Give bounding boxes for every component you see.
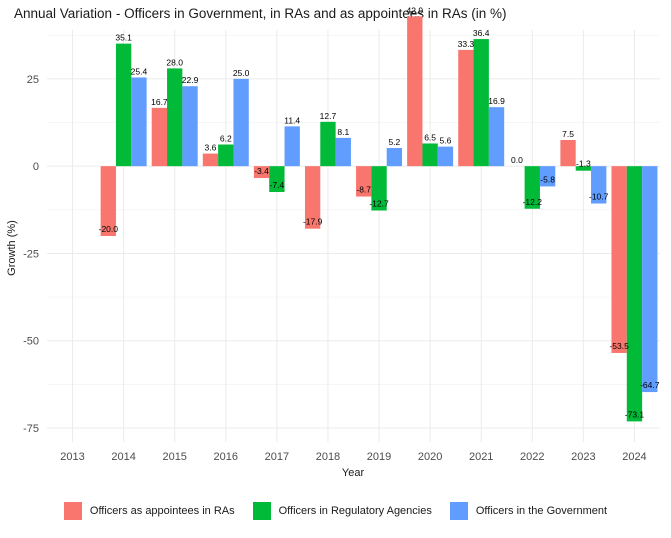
bar bbox=[591, 166, 607, 204]
bar bbox=[539, 166, 556, 187]
data-label: 25.4 bbox=[131, 66, 148, 76]
x-tick-label: 2022 bbox=[520, 451, 544, 463]
legend: Officers as appointees in RAs Officers in… bbox=[0, 498, 671, 524]
x-tick-label: 2020 bbox=[418, 451, 442, 463]
bar bbox=[100, 166, 116, 236]
data-label: 16.9 bbox=[488, 96, 505, 106]
data-label: 36.4 bbox=[473, 28, 490, 38]
bar bbox=[253, 166, 270, 179]
bar bbox=[422, 143, 438, 167]
data-label: -8.7 bbox=[356, 185, 371, 195]
y-axis-title: Growth (%) bbox=[6, 220, 18, 276]
bar bbox=[371, 166, 387, 211]
data-label: -3.4 bbox=[254, 166, 269, 176]
data-label: 28.0 bbox=[166, 57, 183, 67]
data-label: 5.6 bbox=[440, 136, 452, 146]
data-label: -64.7 bbox=[640, 380, 660, 390]
bar bbox=[151, 107, 168, 167]
legend-label: Officers in Regulatory Agencies bbox=[278, 505, 432, 517]
legend-item: Officers in the Government bbox=[449, 502, 608, 520]
data-label: -12.2 bbox=[523, 197, 543, 207]
legend-swatch bbox=[252, 502, 271, 520]
y-tick-label: -75 bbox=[23, 423, 39, 435]
chart-title: Annual Variation - Officers in Governmen… bbox=[14, 6, 507, 21]
bar bbox=[304, 166, 321, 229]
data-label: 16.7 bbox=[151, 97, 168, 107]
data-label: -7.4 bbox=[270, 180, 285, 190]
data-label: 35.1 bbox=[115, 33, 132, 43]
axis-layer: -75 -50 -25 0 25 2013 2014 2015 2016 2017 2018 2019… bbox=[23, 74, 647, 463]
bar bbox=[407, 16, 423, 167]
legend-swatch bbox=[63, 502, 82, 520]
y-tick-label: -25 bbox=[23, 248, 39, 260]
x-tick-label: 2023 bbox=[571, 451, 595, 463]
bar bbox=[642, 166, 658, 393]
data-label: 0.0 bbox=[511, 155, 523, 165]
data-label: 5.2 bbox=[388, 137, 400, 147]
bar bbox=[356, 166, 372, 197]
bar bbox=[458, 49, 474, 167]
bar bbox=[320, 121, 336, 167]
data-label: 8.1 bbox=[337, 127, 349, 137]
legend-label: Officers as appointees in RAs bbox=[89, 505, 235, 517]
bar bbox=[524, 166, 540, 209]
data-label: -12.7 bbox=[369, 199, 389, 209]
x-tick-label: 2021 bbox=[469, 451, 493, 463]
data-label: -17.9 bbox=[303, 217, 323, 227]
data-label: 33.3 bbox=[458, 39, 475, 49]
bar bbox=[233, 78, 249, 167]
data-label: 3.6 bbox=[205, 143, 217, 153]
data-label: -73.1 bbox=[625, 409, 645, 419]
data-label: -53.5 bbox=[609, 341, 629, 351]
y-tick-label: 25 bbox=[27, 74, 39, 86]
data-label: 22.9 bbox=[182, 75, 199, 85]
x-axis-title: Year bbox=[342, 467, 365, 479]
data-label-layer: -20.0 16.7 3.6 -3.4 -17.9 -8.7 42.9 33.3 0.0 7.5 -… bbox=[99, 5, 660, 419]
bar bbox=[182, 86, 198, 167]
y-tick-label: 0 bbox=[33, 161, 39, 173]
bar bbox=[131, 77, 147, 167]
bar bbox=[626, 166, 643, 422]
bar-layer bbox=[100, 16, 658, 422]
data-label: 6.5 bbox=[424, 132, 436, 142]
data-label: 11.4 bbox=[284, 115, 300, 125]
x-tick-label: 2014 bbox=[111, 451, 135, 463]
bar bbox=[473, 39, 489, 167]
bar bbox=[115, 43, 132, 167]
x-tick-label: 2015 bbox=[162, 451, 186, 463]
bar bbox=[611, 166, 627, 353]
bar bbox=[488, 107, 505, 167]
x-tick-label: 2017 bbox=[265, 451, 289, 463]
y-tick-label: -50 bbox=[23, 336, 39, 348]
data-label: -20.0 bbox=[99, 224, 119, 234]
legend-item: Officers in Regulatory Agencies bbox=[252, 502, 432, 520]
data-label: 25.0 bbox=[233, 68, 250, 78]
x-tick-label: 2016 bbox=[214, 451, 238, 463]
bar bbox=[269, 166, 285, 193]
bar bbox=[167, 68, 183, 167]
data-label: 42.9 bbox=[407, 5, 424, 15]
bar bbox=[335, 137, 351, 167]
legend-swatch bbox=[449, 502, 468, 520]
data-label: 7.5 bbox=[562, 129, 574, 139]
x-tick-label: 2019 bbox=[367, 451, 391, 463]
legend-label: Officers in the Government bbox=[475, 505, 608, 517]
x-tick-label: 2013 bbox=[60, 451, 84, 463]
data-label: 12.7 bbox=[320, 111, 337, 121]
bar bbox=[560, 139, 576, 167]
bar bbox=[284, 126, 300, 167]
x-tick-label: 2018 bbox=[316, 451, 340, 463]
data-label: -1.3 bbox=[576, 159, 591, 169]
bar bbox=[202, 153, 219, 167]
data-label: 6.2 bbox=[220, 134, 232, 144]
data-label: -5.8 bbox=[540, 174, 555, 184]
bar bbox=[437, 146, 454, 167]
x-tick-label: 2024 bbox=[622, 451, 646, 463]
bar bbox=[575, 166, 592, 171]
data-label: -10.7 bbox=[589, 192, 609, 202]
legend-item: Officers as appointees in RAs bbox=[63, 502, 235, 520]
bar bbox=[218, 144, 234, 167]
bar bbox=[386, 148, 403, 167]
